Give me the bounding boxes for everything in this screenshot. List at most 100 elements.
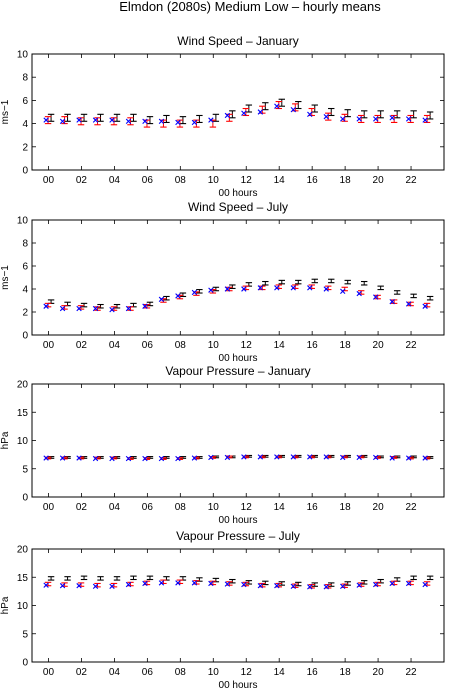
- x-marker-stroke: [43, 303, 49, 309]
- x-marker-stroke: [43, 582, 49, 588]
- panel-3-series3-point: [76, 455, 82, 461]
- panel-1-series3-point: [125, 118, 132, 124]
- x-marker-stroke: [59, 305, 66, 312]
- panel-2-series3-point: [274, 285, 280, 291]
- panel-4-xtick-label: 20: [373, 667, 385, 678]
- x-marker-stroke: [125, 118, 132, 124]
- x-marker-stroke: [142, 118, 148, 124]
- panel-4-ytick-label: 10: [17, 601, 29, 612]
- panel-3-xtick-label: 12: [241, 502, 253, 513]
- panel-3-series3-point: [92, 455, 99, 462]
- panel-3-ytick-label: 20: [17, 380, 29, 391]
- panel-1-series3-point: [323, 113, 329, 120]
- panel-2-ytick-label: 0: [22, 331, 28, 342]
- x-marker-stroke: [405, 455, 412, 461]
- x-marker-stroke: [290, 454, 296, 460]
- panel-3-series3-point: [307, 454, 313, 460]
- panel-3-xtick-label: 20: [373, 502, 385, 513]
- panel-4-series3-point: [59, 583, 66, 589]
- x-marker-stroke: [158, 455, 165, 462]
- x-marker-stroke: [208, 580, 214, 587]
- x-marker-stroke: [340, 288, 346, 294]
- panel-4-xtick-label: 06: [142, 667, 154, 678]
- panel-1-xtick-label: 06: [142, 175, 154, 186]
- panel-4-series3-point: [241, 581, 247, 588]
- x-marker-stroke: [340, 583, 346, 589]
- panel-3-xtick-label: 08: [175, 502, 187, 513]
- panel-2-ytick-label: 4: [22, 285, 28, 296]
- panel-1-series3-point: [175, 119, 181, 126]
- panel-1-series3-point: [422, 117, 428, 123]
- panel-1-xtick-label: 10: [208, 175, 220, 186]
- panel-2-series3-point: [307, 285, 313, 291]
- x-marker-stroke: [307, 454, 313, 460]
- panel-1-ytick-label: 8: [22, 73, 28, 84]
- x-marker-stroke: [274, 103, 280, 109]
- panel-2-series3-point: [158, 296, 165, 303]
- x-marker-stroke: [372, 294, 379, 300]
- panel-2-frame: [31, 219, 445, 336]
- panel-3-series3-point: [340, 454, 346, 461]
- panel-4-series3-point: [422, 581, 428, 588]
- panel-4-series3-point: [274, 583, 280, 589]
- panel-4-xtick-label: 16: [307, 667, 319, 678]
- panel-4-xtick-label: 22: [405, 667, 417, 678]
- panel-1-ytick-label: 2: [22, 142, 28, 153]
- x-marker-stroke: [224, 286, 231, 292]
- x-marker-stroke: [307, 285, 313, 291]
- panel-1-series3-point: [224, 112, 231, 119]
- panel-4-ylabel: hPa: [0, 596, 11, 614]
- x-marker-stroke: [389, 115, 395, 121]
- panel-3-series3-point: [356, 454, 362, 461]
- panel-3-series3-point: [323, 454, 329, 460]
- panel-1-xtick-label: 18: [340, 175, 352, 186]
- panel-2-ytick-label: 2: [22, 308, 28, 319]
- x-marker-stroke: [422, 581, 428, 588]
- panel-1-xlabel: 00 hours: [219, 188, 258, 199]
- panel-2-series3-point: [389, 298, 395, 305]
- panel-1-xtick-label: 00: [43, 175, 55, 186]
- panel-2-series3-point: [290, 285, 296, 291]
- x-marker-stroke: [76, 583, 82, 589]
- panel-3-ytick-label: 5: [22, 464, 28, 475]
- x-marker-stroke: [92, 305, 99, 312]
- panel-3-xtick-label: 22: [405, 502, 417, 513]
- panel-3-series3-point: [158, 455, 165, 462]
- x-marker-stroke: [92, 117, 99, 123]
- x-marker-stroke: [422, 117, 428, 123]
- x-marker-stroke: [241, 110, 247, 116]
- panel-3-series3-point: [422, 455, 428, 461]
- panel-3: Vapour Pressure – January 00 hours hPa 0…: [0, 364, 445, 526]
- panel-1-series3-point: [43, 117, 49, 123]
- panel-4-series3-point: [356, 582, 362, 588]
- x-marker-stroke: [125, 305, 132, 312]
- panel-4-series3-point: [290, 583, 296, 589]
- x-marker-stroke: [59, 455, 66, 461]
- x-marker-stroke: [323, 286, 329, 292]
- panel-4-series3-point: [405, 580, 412, 587]
- panel-2-series3-point: [43, 303, 49, 309]
- x-marker-stroke: [158, 580, 165, 586]
- panel-4-xtick-label: 12: [241, 667, 253, 678]
- panel-2-series3-point: [323, 286, 329, 292]
- x-marker-stroke: [372, 454, 379, 461]
- panel-2-series3-point: [191, 289, 198, 296]
- x-marker-stroke: [224, 112, 231, 119]
- x-marker-stroke: [290, 285, 296, 291]
- panel-2-xtick-label: 20: [373, 340, 385, 351]
- panel-2-ytick-label: 10: [17, 216, 29, 227]
- x-marker-stroke: [405, 301, 412, 307]
- x-marker-stroke: [92, 583, 99, 589]
- panel-3-series3-point: [241, 454, 247, 460]
- panel-1-series3-point: [356, 116, 362, 122]
- panel-4-xtick-label: 02: [76, 667, 88, 678]
- panel-1-xtick-label: 16: [307, 175, 319, 186]
- panel-3-series3-point: [142, 455, 148, 462]
- panel-2-xtick-label: 12: [241, 340, 253, 351]
- panel-4-ytick-label: 0: [22, 658, 28, 669]
- x-marker-stroke: [257, 583, 264, 589]
- x-marker-stroke: [191, 289, 198, 296]
- x-marker-stroke: [323, 454, 329, 460]
- panel-2-xtick-label: 06: [142, 340, 154, 351]
